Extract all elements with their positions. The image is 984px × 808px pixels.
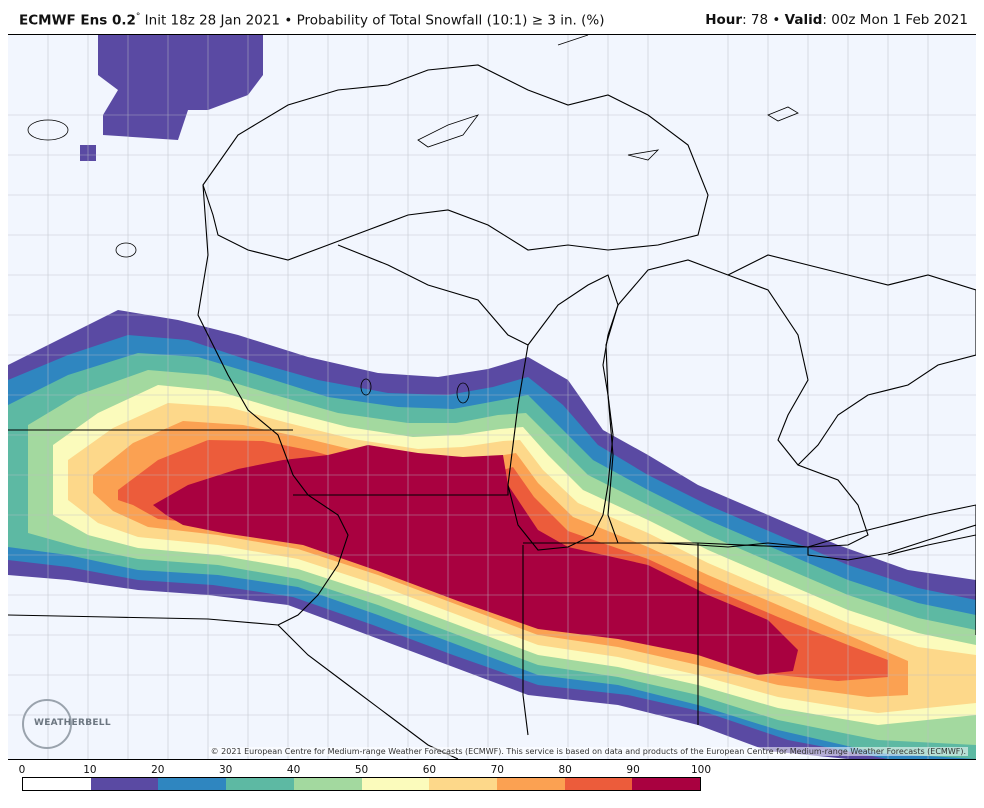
legend-tick: 60 [422,764,437,776]
iowa-illinois-border [277,474,349,626]
legend-swatch [496,778,565,790]
header-title: ECMWF Ens 0.2° Init 18z 28 Jan 2021 • Pr… [19,12,604,29]
legend-tick: 40 [286,764,301,776]
lake-superior-shore [202,64,709,261]
legend-tick: 90 [626,764,640,776]
lake-huron-shore [727,254,976,466]
small-features [27,35,799,404]
bullet-separator: • [772,12,781,28]
map-canvas [8,35,976,759]
map-header: ECMWF Ens 0.2° Init 18z 28 Jan 2021 • Pr… [0,0,984,34]
legend-tick: 70 [490,764,504,776]
lake-erie-shore [807,504,976,561]
legend-swatch [632,778,701,790]
legend-tick: 50 [354,764,369,776]
wisconsin-illinois-border [293,485,509,496]
legend-swatch [361,778,430,790]
legend-tick: 100 [690,764,712,776]
band-90 [153,445,798,675]
legend-swatch [158,778,227,790]
weatherbell-logo-icon [22,699,72,749]
iowa-south-border [8,614,279,626]
hour-value: : 78 [742,12,769,28]
legend-tick: 10 [83,764,97,776]
illinois-indiana-border [522,545,529,736]
snowfall-probability-map[interactable]: WEATHERBELL © 2021 European Centre for M… [8,34,976,760]
legend-swatch [90,778,159,790]
wisconsin-michigan-border [337,244,529,346]
legend-tick: 0 [18,764,26,776]
model-name: ECMWF Ens 0.2 [19,12,136,29]
legend-tick-labels: 0 10 20 30 40 50 60 70 80 90 100 [18,764,711,776]
header-valid-time: Hour: 78 • Valid: 00z Mon 1 Feb 2021 [705,12,968,28]
legend-swatch [564,778,633,790]
legend-swatch [23,778,91,790]
minnesota-wisconsin-border [197,184,294,476]
legend-tick: 30 [219,764,233,776]
bullet-separator: • [284,12,293,29]
field-name: Probability of Total Snowfall (10:1) ≥ 3… [296,12,605,29]
state-boundaries [8,64,976,759]
degree-symbol: ° [135,12,141,22]
logo-text: WEATHERBELL [34,718,111,728]
hour-label: Hour [705,12,743,28]
lake-michigan-shore [507,274,619,551]
valid-label: Valid [784,12,823,28]
michigan-lower-peninsula [605,259,869,548]
copyright-credit: © 2021 European Centre for Medium-range … [208,747,968,756]
ohio-north-border [697,542,808,548]
legend-tick: 20 [151,764,165,776]
color-legend [22,777,701,791]
init-time: Init 18z 28 Jan 2021 [144,12,281,29]
band-10-north [98,35,263,140]
probability-bands [8,310,976,759]
legend-swatch [429,778,497,790]
county-lines [8,35,976,759]
legend-tick: 80 [558,764,572,776]
valid-value: : 00z Mon 1 Feb 2021 [822,12,968,28]
legend-swatch [226,778,294,790]
legend-swatch [293,778,362,790]
ontario-border [887,534,976,556]
